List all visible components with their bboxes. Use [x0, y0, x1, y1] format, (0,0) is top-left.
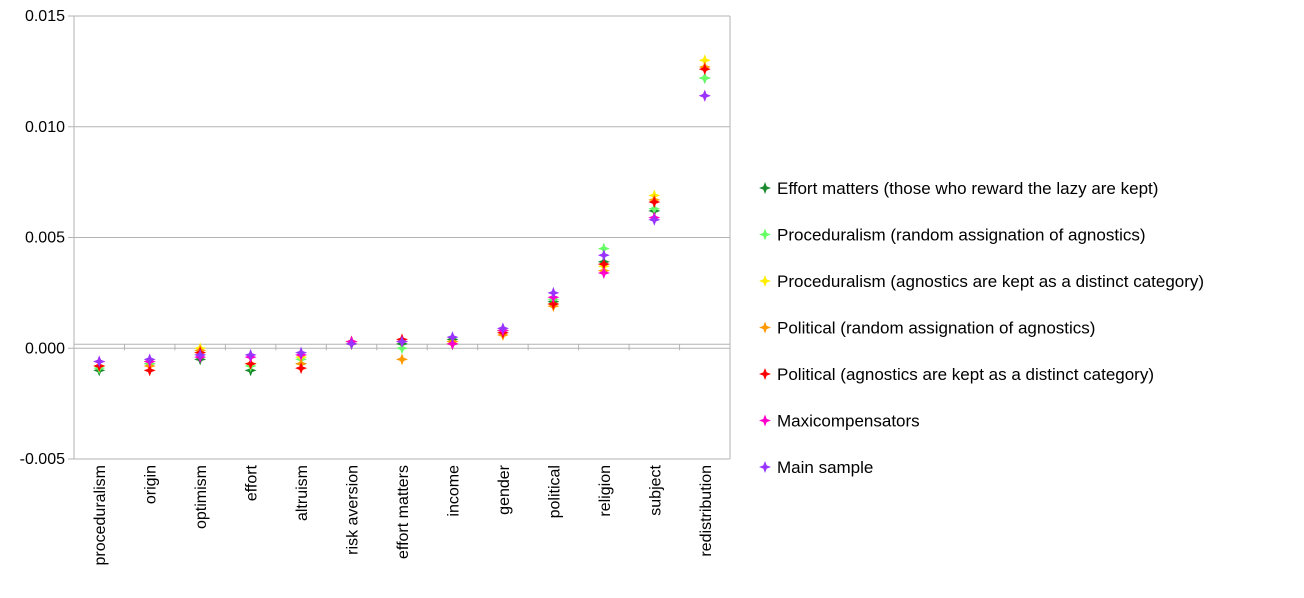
legend-marker	[759, 414, 771, 427]
legend-entry: Political (random assignation of agnosti…	[759, 319, 1095, 338]
x-category-label: political	[546, 465, 563, 518]
y-tick-label: -0.005	[20, 451, 65, 468]
data-point	[194, 348, 207, 361]
x-category-label: redistribution	[698, 465, 715, 557]
x-category-label: subject	[647, 464, 664, 515]
data-point	[496, 322, 509, 335]
legend-entry: Effort matters (those who reward the laz…	[759, 179, 1158, 198]
y-tick-label: 0.000	[25, 340, 65, 357]
data-point	[547, 297, 560, 310]
data-point	[295, 346, 308, 359]
x-category-label: religion	[597, 465, 614, 517]
legend-marker	[759, 321, 771, 334]
legend-label: Effort matters (those who reward the laz…	[777, 179, 1158, 198]
data-point	[597, 266, 610, 279]
data-point	[396, 335, 408, 348]
legend-label: Main sample	[777, 458, 873, 477]
y-tick-label: 0.005	[25, 230, 65, 247]
y-tick-label: 0.015	[25, 8, 65, 25]
legend-label: Proceduralism (agnostics are kept as a d…	[777, 272, 1204, 291]
y-tick-label: 0.010	[25, 119, 65, 136]
data-point	[597, 258, 610, 271]
legend-entry: Main sample	[759, 458, 873, 477]
data-point	[648, 213, 661, 226]
data-point	[597, 242, 610, 255]
legend-marker	[759, 368, 771, 380]
data-point	[244, 357, 257, 370]
data-point	[446, 331, 459, 344]
legend-entry: Proceduralism (agnostics are kept as a d…	[759, 272, 1204, 291]
data-point	[396, 353, 408, 366]
legend-label: Political (random assignation of agnosti…	[777, 319, 1095, 338]
data-point	[597, 249, 610, 262]
legend-marker	[759, 461, 771, 473]
data-point	[345, 337, 358, 350]
data-point	[698, 54, 711, 67]
data-point	[648, 202, 661, 215]
legend-entry: Political (agnostics are kept as a disti…	[759, 365, 1154, 384]
data-point	[143, 364, 156, 377]
legend: Effort matters (those who reward the laz…	[759, 179, 1204, 477]
data-point	[446, 337, 459, 350]
legend-label: Maxicompensators	[777, 412, 920, 431]
x-category-label: risk aversion	[345, 465, 362, 555]
data-point	[93, 355, 106, 368]
legend-marker	[759, 182, 771, 194]
legend-marker	[759, 275, 771, 287]
data-point	[295, 362, 308, 375]
x-category-label: optimism	[193, 465, 210, 529]
legend-entry: Maxicompensators	[759, 412, 920, 431]
data-point	[143, 353, 156, 366]
x-category-label: effort matters	[395, 465, 412, 559]
data-points	[93, 54, 711, 377]
data-point	[244, 348, 257, 361]
data-point	[698, 63, 711, 76]
x-category-label: proceduralism	[92, 465, 109, 565]
data-point	[698, 72, 711, 85]
data-point	[698, 89, 711, 102]
x-category-label: gender	[496, 464, 513, 514]
gridlines	[74, 15, 730, 460]
x-category-label: altruism	[294, 465, 311, 521]
x-category-label: income	[445, 465, 462, 517]
x-category-label: effort	[244, 464, 261, 501]
legend-entry: Proceduralism (random assignation of agn…	[759, 226, 1146, 245]
x-category-labels: proceduralism origin optimism effort altruis…	[92, 464, 715, 565]
data-point	[648, 196, 661, 209]
legend-label: Proceduralism (random assignation of agn…	[777, 226, 1146, 245]
data-point	[547, 286, 560, 299]
y-tick-labels: -0.005 0.000 0.005 0.010 0.015	[20, 8, 65, 468]
legend-label: Political (agnostics are kept as a disti…	[777, 365, 1154, 384]
legend-marker	[759, 228, 771, 241]
x-category-label: origin	[143, 465, 160, 504]
data-point	[396, 342, 408, 355]
